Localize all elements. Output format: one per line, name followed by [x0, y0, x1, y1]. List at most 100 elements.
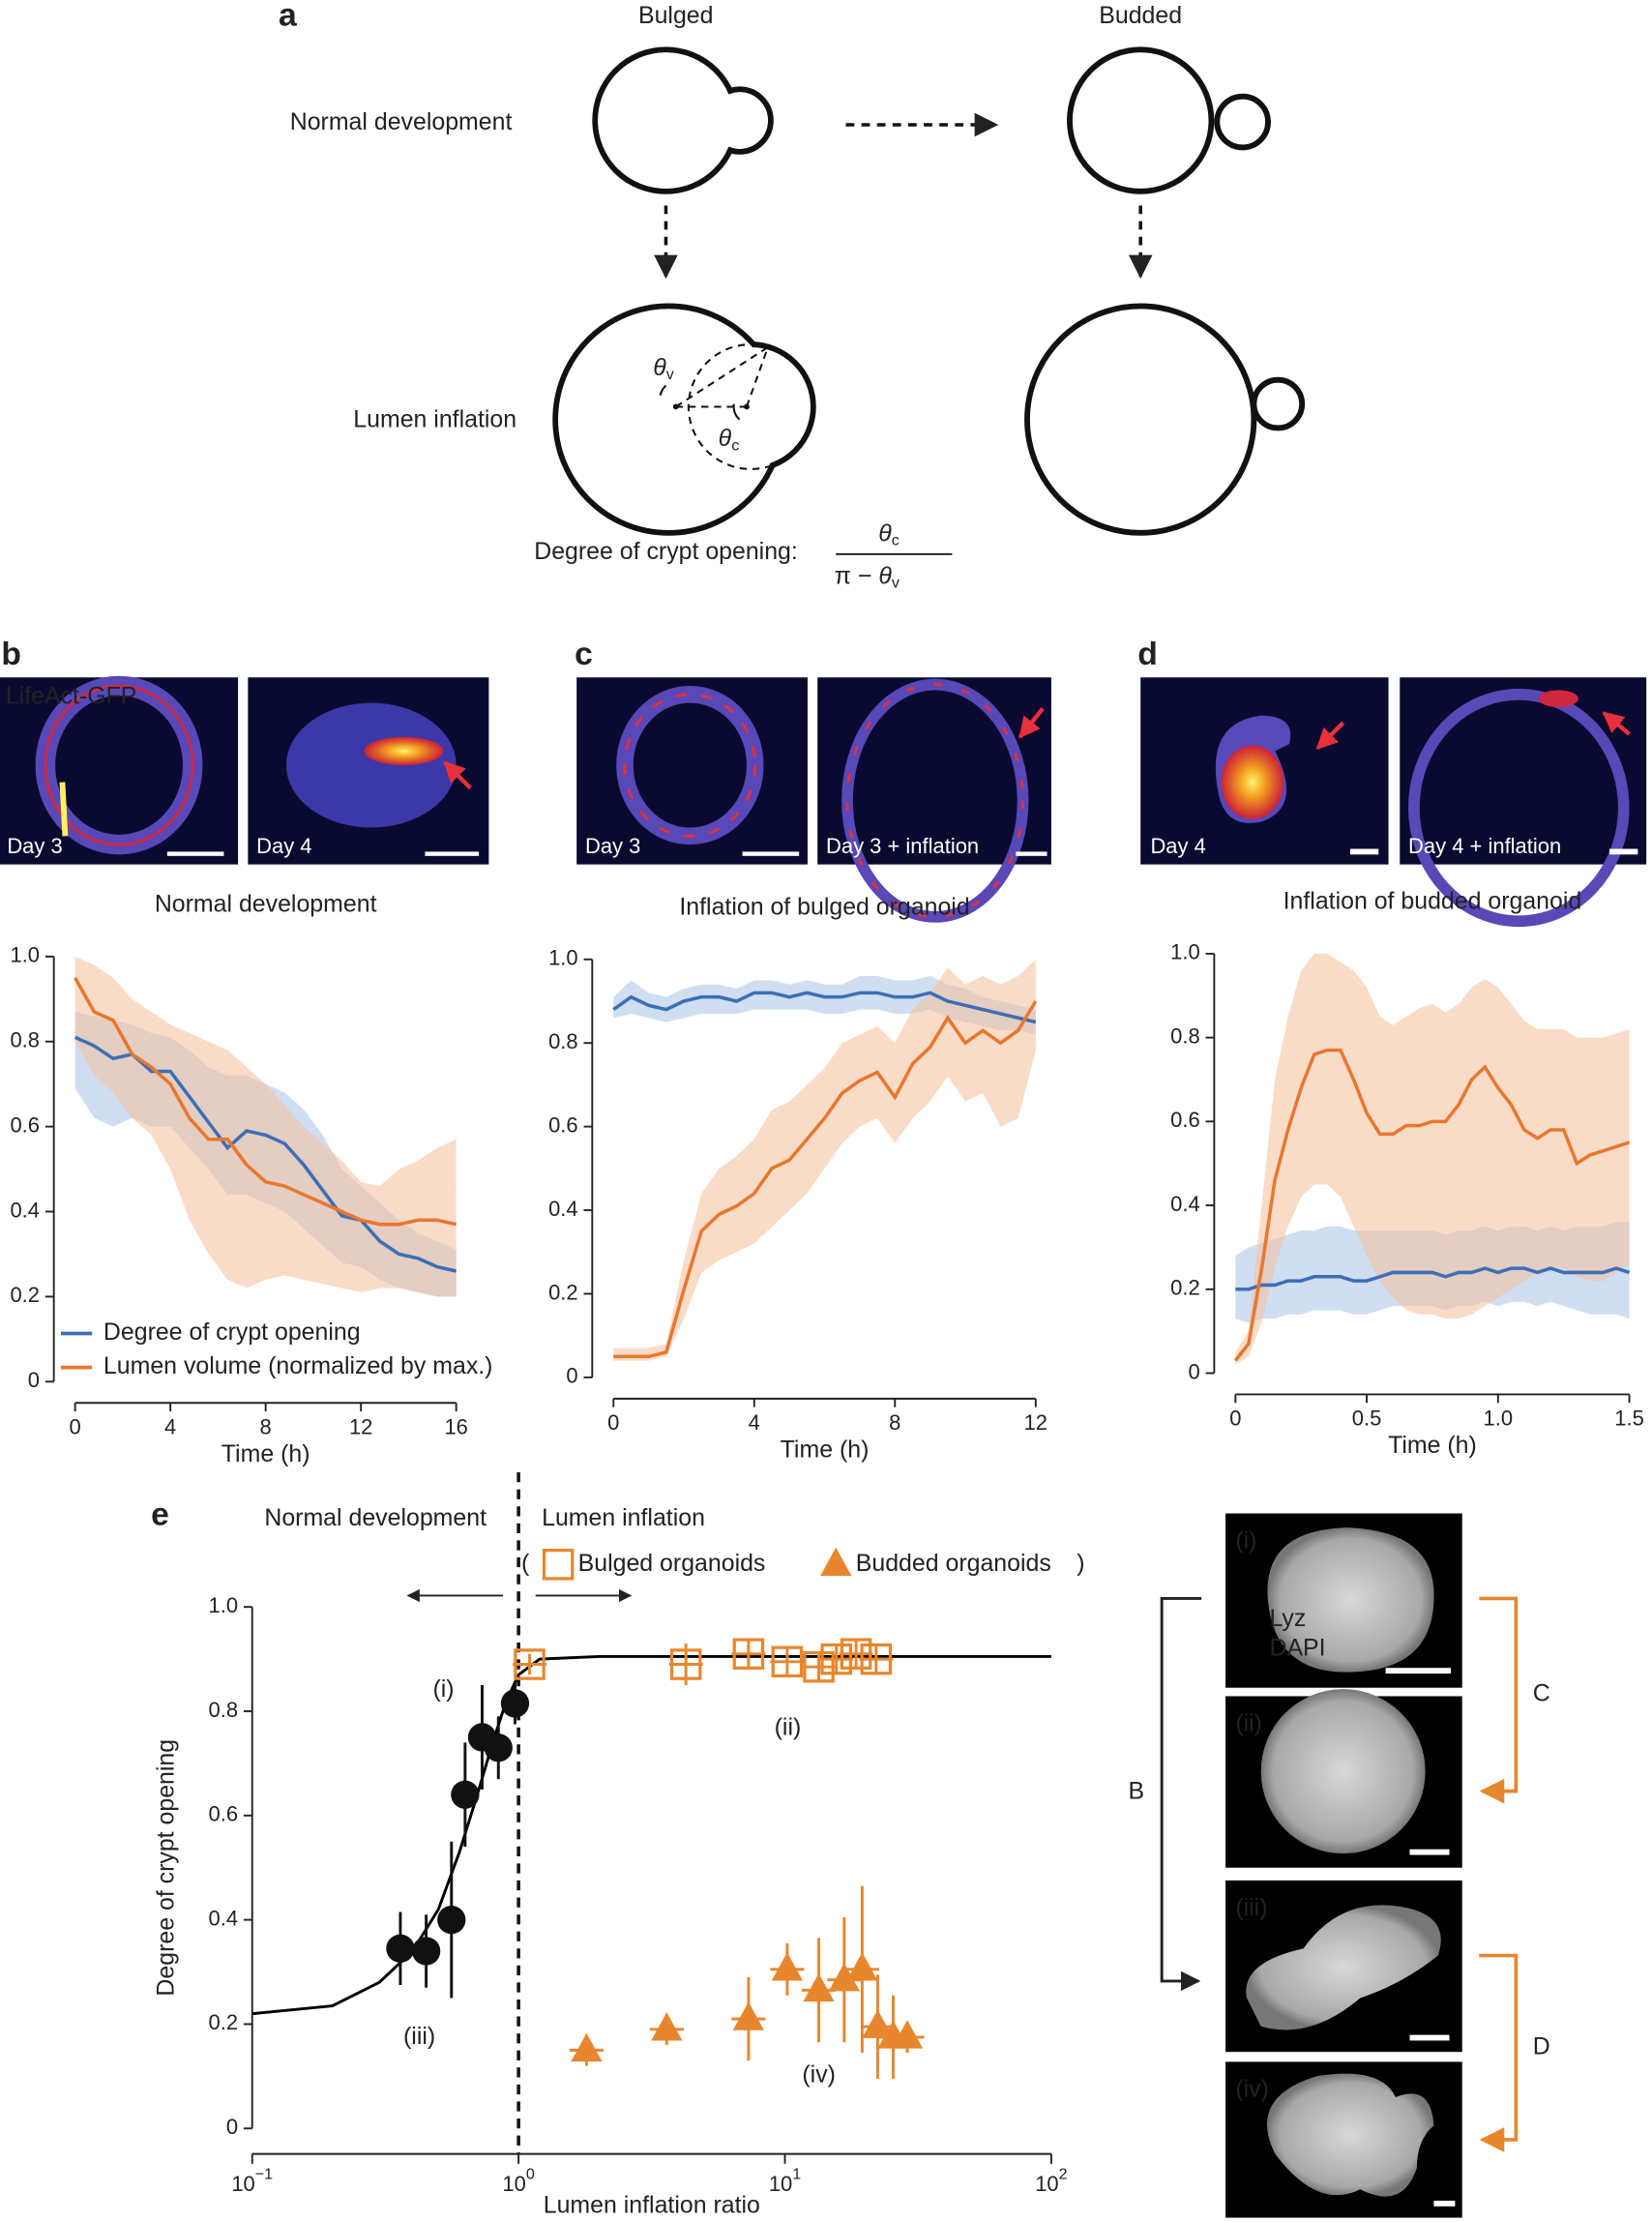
annotation: (iii)	[403, 2023, 435, 2050]
legend-label: Bulged organoids	[578, 1550, 766, 1577]
x-tick-label: 0	[607, 1410, 619, 1435]
point	[803, 1972, 835, 2002]
line	[1233, 1048, 1631, 1362]
y-tick-label: 1.0	[548, 946, 578, 970]
point	[437, 1905, 466, 1935]
y-tick-label: 0.8	[10, 1028, 40, 1052]
y-tick-label: 0.6	[1170, 1108, 1200, 1132]
image-label: Day 3	[7, 834, 62, 858]
panel-label: a	[279, 0, 297, 34]
x-tick-label: 100	[502, 2166, 534, 2196]
point	[514, 1648, 546, 1680]
image-label: Day 4	[1150, 834, 1205, 858]
math-label: θc	[719, 425, 740, 455]
point	[771, 1645, 804, 1678]
legend-bracket: (	[521, 1550, 530, 1577]
subscript: c	[731, 437, 739, 455]
annotation: (iv)	[802, 2061, 836, 2089]
y-tick-label: 0.4	[209, 1906, 239, 1930]
image-label: Day 4 + inflation	[1408, 834, 1561, 858]
legend-swatch	[820, 1547, 852, 1576]
symbol: θ	[653, 354, 666, 381]
x-tick-label: 0	[1229, 1407, 1241, 1431]
annotation: (ii)	[775, 1714, 802, 1741]
y-tick-label: 0.8	[548, 1029, 578, 1053]
tick-exponent: 2	[1059, 2166, 1068, 2183]
annotation: Lumen inflation	[542, 1504, 705, 1531]
symbol: θ	[719, 425, 732, 452]
x-tick-label: 4	[749, 1410, 760, 1435]
chart-title: Normal development	[155, 891, 377, 918]
x-tick-label: 12	[349, 1414, 372, 1438]
subscript: v	[892, 575, 900, 592]
point	[669, 1648, 702, 1680]
fluorescence-images	[406, 1513, 1519, 2218]
fit-curve	[251, 1654, 1051, 2016]
y-tick-label: 0.6	[209, 1802, 239, 1826]
x-tick-label: 16	[444, 1414, 467, 1438]
x-tick-label: 0	[70, 1414, 81, 1438]
microscopy-images	[0, 675, 1647, 928]
y-tick-label: 0.2	[10, 1283, 40, 1307]
annotation: Normal development	[264, 1504, 487, 1531]
y-tick-label: 0	[1188, 1359, 1199, 1383]
image-label: (iv)	[1235, 2075, 1269, 2102]
column-label: Bulged	[638, 2, 714, 29]
x-tick-label: 101	[769, 2166, 801, 2196]
point	[846, 1952, 878, 1981]
band	[613, 959, 1036, 1361]
chart-title: Inflation of bulged organoid	[679, 894, 969, 921]
y-tick-label: 1.0	[209, 1593, 239, 1617]
x-axis-label: Time (h)	[221, 1440, 310, 1467]
x-axis-label: Time (h)	[1388, 1432, 1477, 1459]
formula-label: Degree of crypt opening:	[534, 538, 798, 565]
row-label: Normal development	[290, 108, 513, 135]
tick-base: 10	[1035, 2172, 1058, 2196]
x-tick-label: 10−1	[231, 2166, 273, 2196]
channel-label: LifeAct-GFP	[6, 682, 137, 709]
x-tick-label: 8	[260, 1414, 272, 1438]
band	[613, 976, 1036, 1035]
line	[74, 976, 457, 1227]
line	[612, 991, 1037, 1024]
y-tick-label: 0	[226, 2115, 238, 2139]
point	[571, 2032, 603, 2062]
point	[732, 2001, 764, 2030]
point	[771, 1952, 804, 1981]
y-tick-label: 0.2	[548, 1280, 578, 1304]
image-label: Day 3	[585, 834, 640, 858]
x-axis-label: Lumen inflation ratio	[544, 2191, 760, 2218]
math-label: θv	[653, 354, 674, 384]
point	[828, 1963, 860, 1992]
panel-label: c	[575, 637, 593, 672]
image-label: Day 4	[256, 834, 311, 858]
line	[1235, 1266, 1631, 1291]
y-tick-label: 0.4	[548, 1197, 578, 1221]
stain-label: DAPI	[1269, 1635, 1325, 1662]
panel-label: b	[1, 637, 21, 672]
x-tick-label: 4	[164, 1414, 176, 1438]
image-label: (iii)	[1235, 1894, 1267, 1921]
tick-base: 10	[769, 2172, 792, 2196]
y-tick-label: 0.6	[548, 1112, 578, 1137]
line	[613, 1000, 1038, 1359]
arrow-label: D	[1533, 2032, 1550, 2059]
y-axis-label: Degree of crypt opening	[152, 1739, 179, 1997]
legend-bracket: )	[1077, 1550, 1084, 1577]
prefix: π −	[835, 562, 879, 589]
point	[891, 2020, 924, 2049]
point	[862, 2009, 894, 2038]
y-tick-label: 0	[28, 1368, 40, 1392]
x-tick-label: 102	[1035, 2166, 1067, 2196]
point	[840, 1638, 872, 1670]
math-label: θc	[878, 519, 900, 549]
annotation: (i)	[432, 1675, 454, 1703]
math-label: π − θv	[835, 562, 900, 592]
y-tick-label: 0.8	[1170, 1023, 1200, 1048]
tick-exponent: 0	[526, 2166, 535, 2183]
panel-label: d	[1137, 637, 1158, 672]
legend-label: Degree of crypt opening	[103, 1318, 361, 1346]
image-label: (i)	[1235, 1526, 1256, 1554]
x-axis-label: Time (h)	[781, 1437, 870, 1464]
